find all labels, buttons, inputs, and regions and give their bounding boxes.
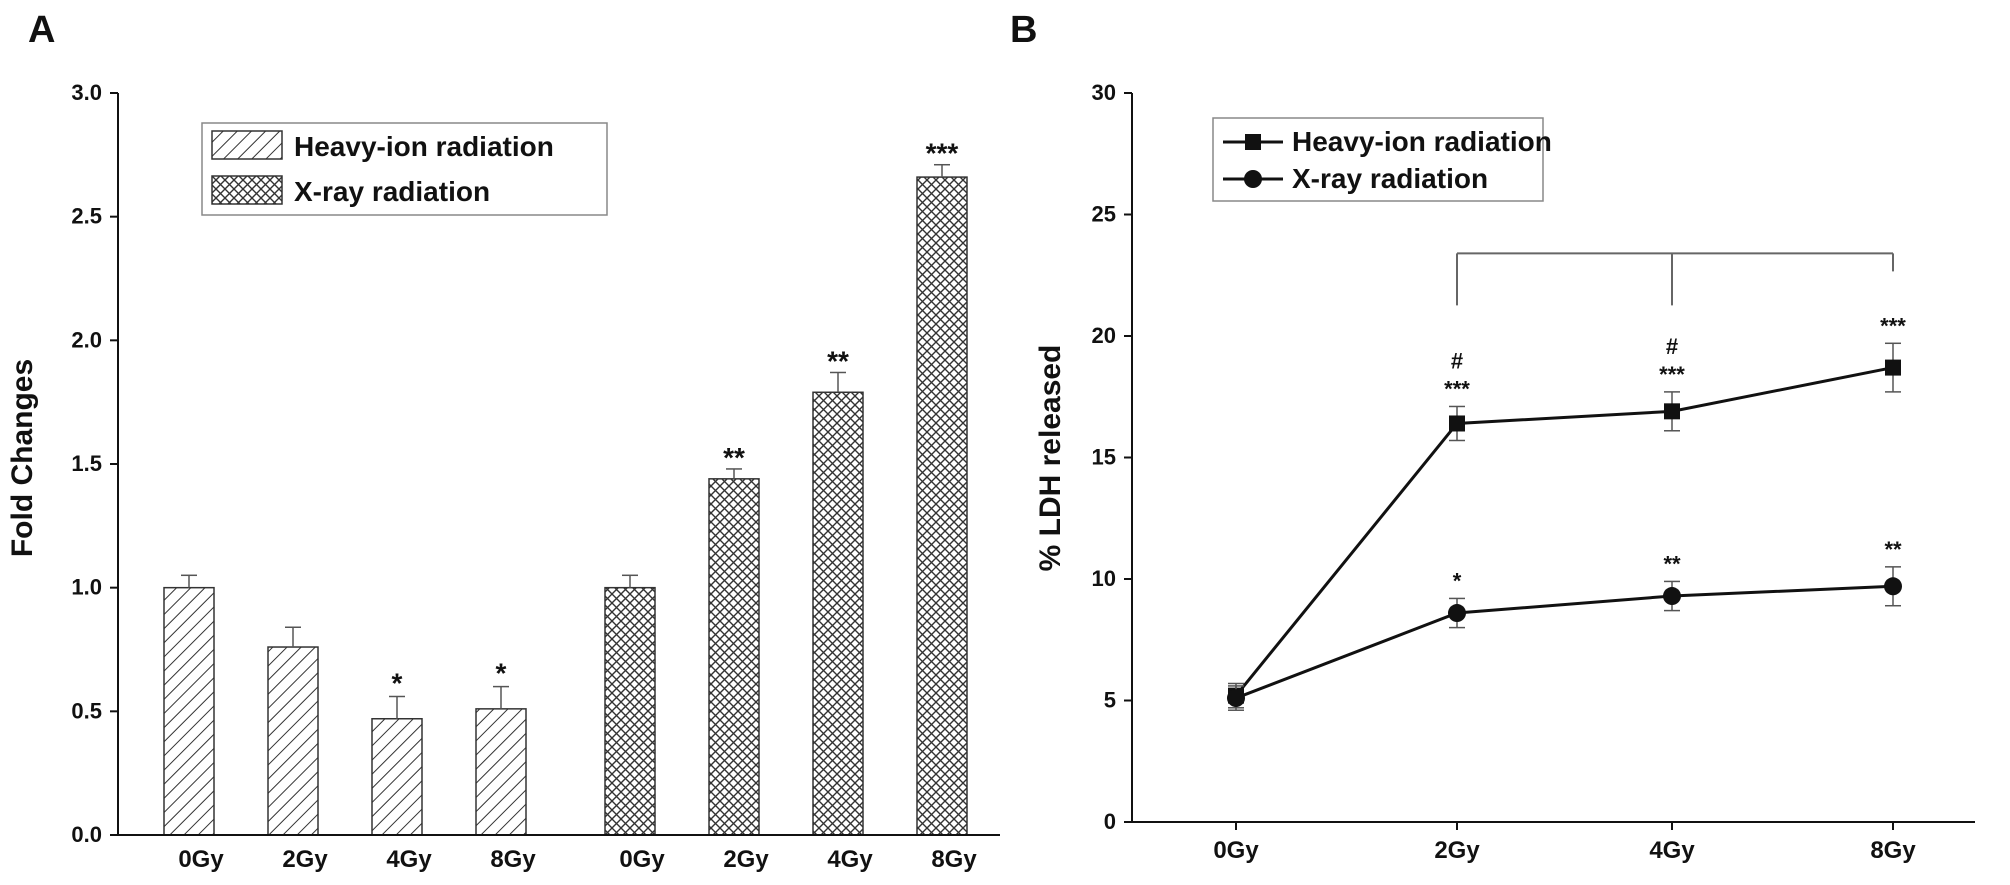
y-tick-label: 1.0	[71, 575, 102, 600]
series-line	[1234, 366, 1894, 697]
legend-marker-square-icon	[1245, 134, 1261, 150]
y-ticks-a: 0.0 0.5 1.0 1.5 2.0 2.5 3.0	[71, 80, 118, 847]
y-axis-title-a: Fold Changes	[6, 359, 39, 557]
legend-label-heavy-ion-b: Heavy-ion radiation	[1292, 126, 1552, 157]
bar	[267, 646, 319, 836]
bar	[371, 718, 423, 836]
data-point-circle	[1663, 587, 1681, 606]
series-line	[1235, 584, 1894, 700]
x-tick-label: 4Gy	[386, 846, 432, 873]
x-tick-label: 4Gy	[827, 846, 873, 873]
x-tick-label: 2Gy	[723, 846, 769, 873]
x-tick-label: 8Gy	[1870, 837, 1916, 864]
y-tick-label: 25	[1092, 202, 1116, 227]
bar	[916, 176, 968, 836]
bar	[163, 586, 215, 836]
panel-label-a: A	[28, 9, 55, 51]
y-tick-label: 10	[1092, 566, 1116, 591]
data-point-circle	[1884, 577, 1902, 596]
y-tick-label: 30	[1092, 80, 1116, 105]
significance-bracket	[1456, 252, 1894, 306]
y-tick-label: 2.5	[71, 204, 102, 229]
chart-a: Fold Changes 0.00.51.01.52.02.53.0 * ****…	[6, 80, 1000, 873]
significance-label: ***	[1444, 376, 1470, 401]
x-tick-label: 0Gy	[178, 846, 224, 873]
y-tick-label: 5	[1104, 688, 1116, 713]
x-tick-label: 8Gy	[931, 846, 977, 873]
data-point-square	[1885, 359, 1901, 376]
significance-label: **	[827, 345, 849, 376]
y-tick-label: 15	[1092, 445, 1116, 470]
x-tick-label: 4Gy	[1649, 837, 1695, 864]
significance-label: **	[1884, 537, 1902, 562]
chart-b: % LDH released 0 5 10 15 20 25 30 0Gy 2Gy 4Gy 8Gy…	[1034, 80, 1975, 864]
y-tick-label: 0.5	[71, 698, 102, 723]
legend-label-heavy-ion: Heavy-ion radiation	[294, 131, 554, 162]
data-point-square	[1664, 403, 1680, 420]
y-tick-label: 1.5	[71, 451, 102, 476]
x-tick-label: 8Gy	[490, 846, 536, 873]
y-axis-title-b: % LDH released	[1034, 345, 1067, 572]
bar	[475, 708, 527, 836]
bar	[604, 586, 656, 836]
y-tick-label: 0	[1104, 809, 1116, 834]
x-tick-label: 2Gy	[1434, 837, 1480, 864]
hash-label: #	[1666, 334, 1678, 359]
x-ticks-b: 0Gy 2Gy 4Gy 8Gy	[1213, 822, 1916, 864]
y-tick-label: 3.0	[71, 80, 102, 105]
legend-label-x-ray: X-ray radiation	[294, 176, 490, 207]
y-tick-label: 2.0	[71, 327, 102, 352]
y-tick-label: 20	[1092, 323, 1116, 348]
legend-box-b	[1212, 117, 1544, 202]
legend-swatch-x-ray	[211, 175, 283, 205]
lines-b: ***#***#********	[1227, 313, 1906, 711]
panel-label-b: B	[1010, 9, 1037, 51]
legend-a: Heavy-ion radiation X-ray radiation	[201, 122, 608, 216]
significance-label: ***	[926, 138, 959, 169]
significance-label: ***	[1659, 362, 1685, 387]
significance-label: **	[723, 442, 745, 473]
significance-label: *	[496, 658, 507, 689]
legend-b: Heavy-ion radiation X-ray radiation	[1212, 117, 1552, 202]
y-tick-label: 0.0	[71, 822, 102, 847]
data-point-square	[1449, 415, 1465, 432]
hash-label: #	[1451, 348, 1463, 373]
bars-a: * ********	[163, 138, 968, 836]
data-point-circle	[1448, 604, 1466, 623]
x-tick-label: 0Gy	[619, 846, 665, 873]
significance-label: ***	[1880, 313, 1906, 338]
y-ticks-b: 0 5 10 15 20 25 30	[1092, 80, 1132, 834]
significance-label: **	[1663, 551, 1681, 576]
x-tick-label: 2Gy	[282, 846, 328, 873]
data-point-circle	[1227, 689, 1245, 708]
significance-label: *	[392, 667, 403, 698]
x-tick-label: 0Gy	[1213, 837, 1259, 864]
x-ticks-a: 0Gy 2Gy 4Gy 8Gy 0Gy 2Gy 4Gy 8Gy	[178, 846, 977, 873]
legend-marker-circle-icon	[1244, 170, 1262, 188]
bar	[812, 391, 864, 836]
bar	[708, 478, 760, 836]
legend-swatch-heavy-ion	[211, 130, 283, 160]
significance-label: *	[1453, 568, 1462, 593]
legend-label-x-ray-b: X-ray radiation	[1292, 163, 1488, 194]
